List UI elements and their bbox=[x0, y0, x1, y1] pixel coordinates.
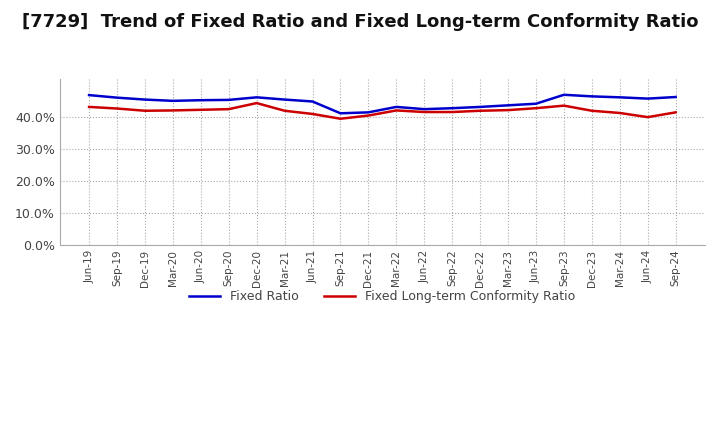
Fixed Ratio bbox=[671, 94, 680, 99]
Legend: Fixed Ratio, Fixed Long-term Conformity Ratio: Fixed Ratio, Fixed Long-term Conformity … bbox=[184, 286, 580, 308]
Fixed Ratio bbox=[280, 97, 289, 102]
Line: Fixed Long-term Conformity Ratio: Fixed Long-term Conformity Ratio bbox=[89, 103, 675, 119]
Fixed Ratio bbox=[644, 96, 652, 101]
Fixed Ratio bbox=[252, 95, 261, 100]
Fixed Ratio bbox=[364, 110, 373, 115]
Fixed Long-term Conformity Ratio bbox=[85, 104, 94, 110]
Fixed Long-term Conformity Ratio bbox=[168, 108, 177, 113]
Fixed Ratio bbox=[504, 103, 513, 108]
Fixed Ratio bbox=[559, 92, 568, 97]
Fixed Ratio bbox=[420, 106, 428, 112]
Fixed Ratio bbox=[336, 111, 345, 116]
Fixed Long-term Conformity Ratio bbox=[252, 100, 261, 106]
Fixed Long-term Conformity Ratio bbox=[588, 108, 596, 114]
Fixed Long-term Conformity Ratio bbox=[504, 107, 513, 113]
Fixed Long-term Conformity Ratio bbox=[280, 108, 289, 114]
Fixed Ratio bbox=[476, 104, 485, 110]
Fixed Long-term Conformity Ratio bbox=[140, 108, 149, 114]
Fixed Ratio bbox=[85, 92, 94, 98]
Fixed Long-term Conformity Ratio bbox=[392, 108, 400, 113]
Fixed Long-term Conformity Ratio bbox=[420, 110, 428, 115]
Fixed Long-term Conformity Ratio bbox=[448, 110, 456, 115]
Fixed Ratio bbox=[616, 95, 624, 100]
Fixed Ratio bbox=[531, 101, 540, 106]
Fixed Long-term Conformity Ratio bbox=[364, 113, 373, 118]
Fixed Ratio bbox=[588, 94, 596, 99]
Fixed Long-term Conformity Ratio bbox=[476, 108, 485, 114]
Text: [7729]  Trend of Fixed Ratio and Fixed Long-term Conformity Ratio: [7729] Trend of Fixed Ratio and Fixed Lo… bbox=[22, 13, 698, 31]
Fixed Long-term Conformity Ratio bbox=[671, 110, 680, 115]
Fixed Long-term Conformity Ratio bbox=[644, 114, 652, 120]
Fixed Ratio bbox=[168, 98, 177, 103]
Fixed Ratio bbox=[448, 106, 456, 111]
Fixed Ratio bbox=[197, 98, 205, 103]
Fixed Ratio bbox=[225, 97, 233, 103]
Fixed Ratio bbox=[392, 104, 400, 110]
Fixed Long-term Conformity Ratio bbox=[197, 107, 205, 113]
Line: Fixed Ratio: Fixed Ratio bbox=[89, 95, 675, 114]
Fixed Long-term Conformity Ratio bbox=[308, 111, 317, 117]
Fixed Long-term Conformity Ratio bbox=[336, 116, 345, 121]
Fixed Ratio bbox=[112, 95, 121, 100]
Fixed Long-term Conformity Ratio bbox=[616, 110, 624, 116]
Fixed Ratio bbox=[308, 99, 317, 104]
Fixed Long-term Conformity Ratio bbox=[225, 106, 233, 112]
Fixed Long-term Conformity Ratio bbox=[112, 106, 121, 111]
Fixed Ratio bbox=[140, 97, 149, 102]
Fixed Long-term Conformity Ratio bbox=[531, 106, 540, 111]
Fixed Long-term Conformity Ratio bbox=[559, 103, 568, 108]
